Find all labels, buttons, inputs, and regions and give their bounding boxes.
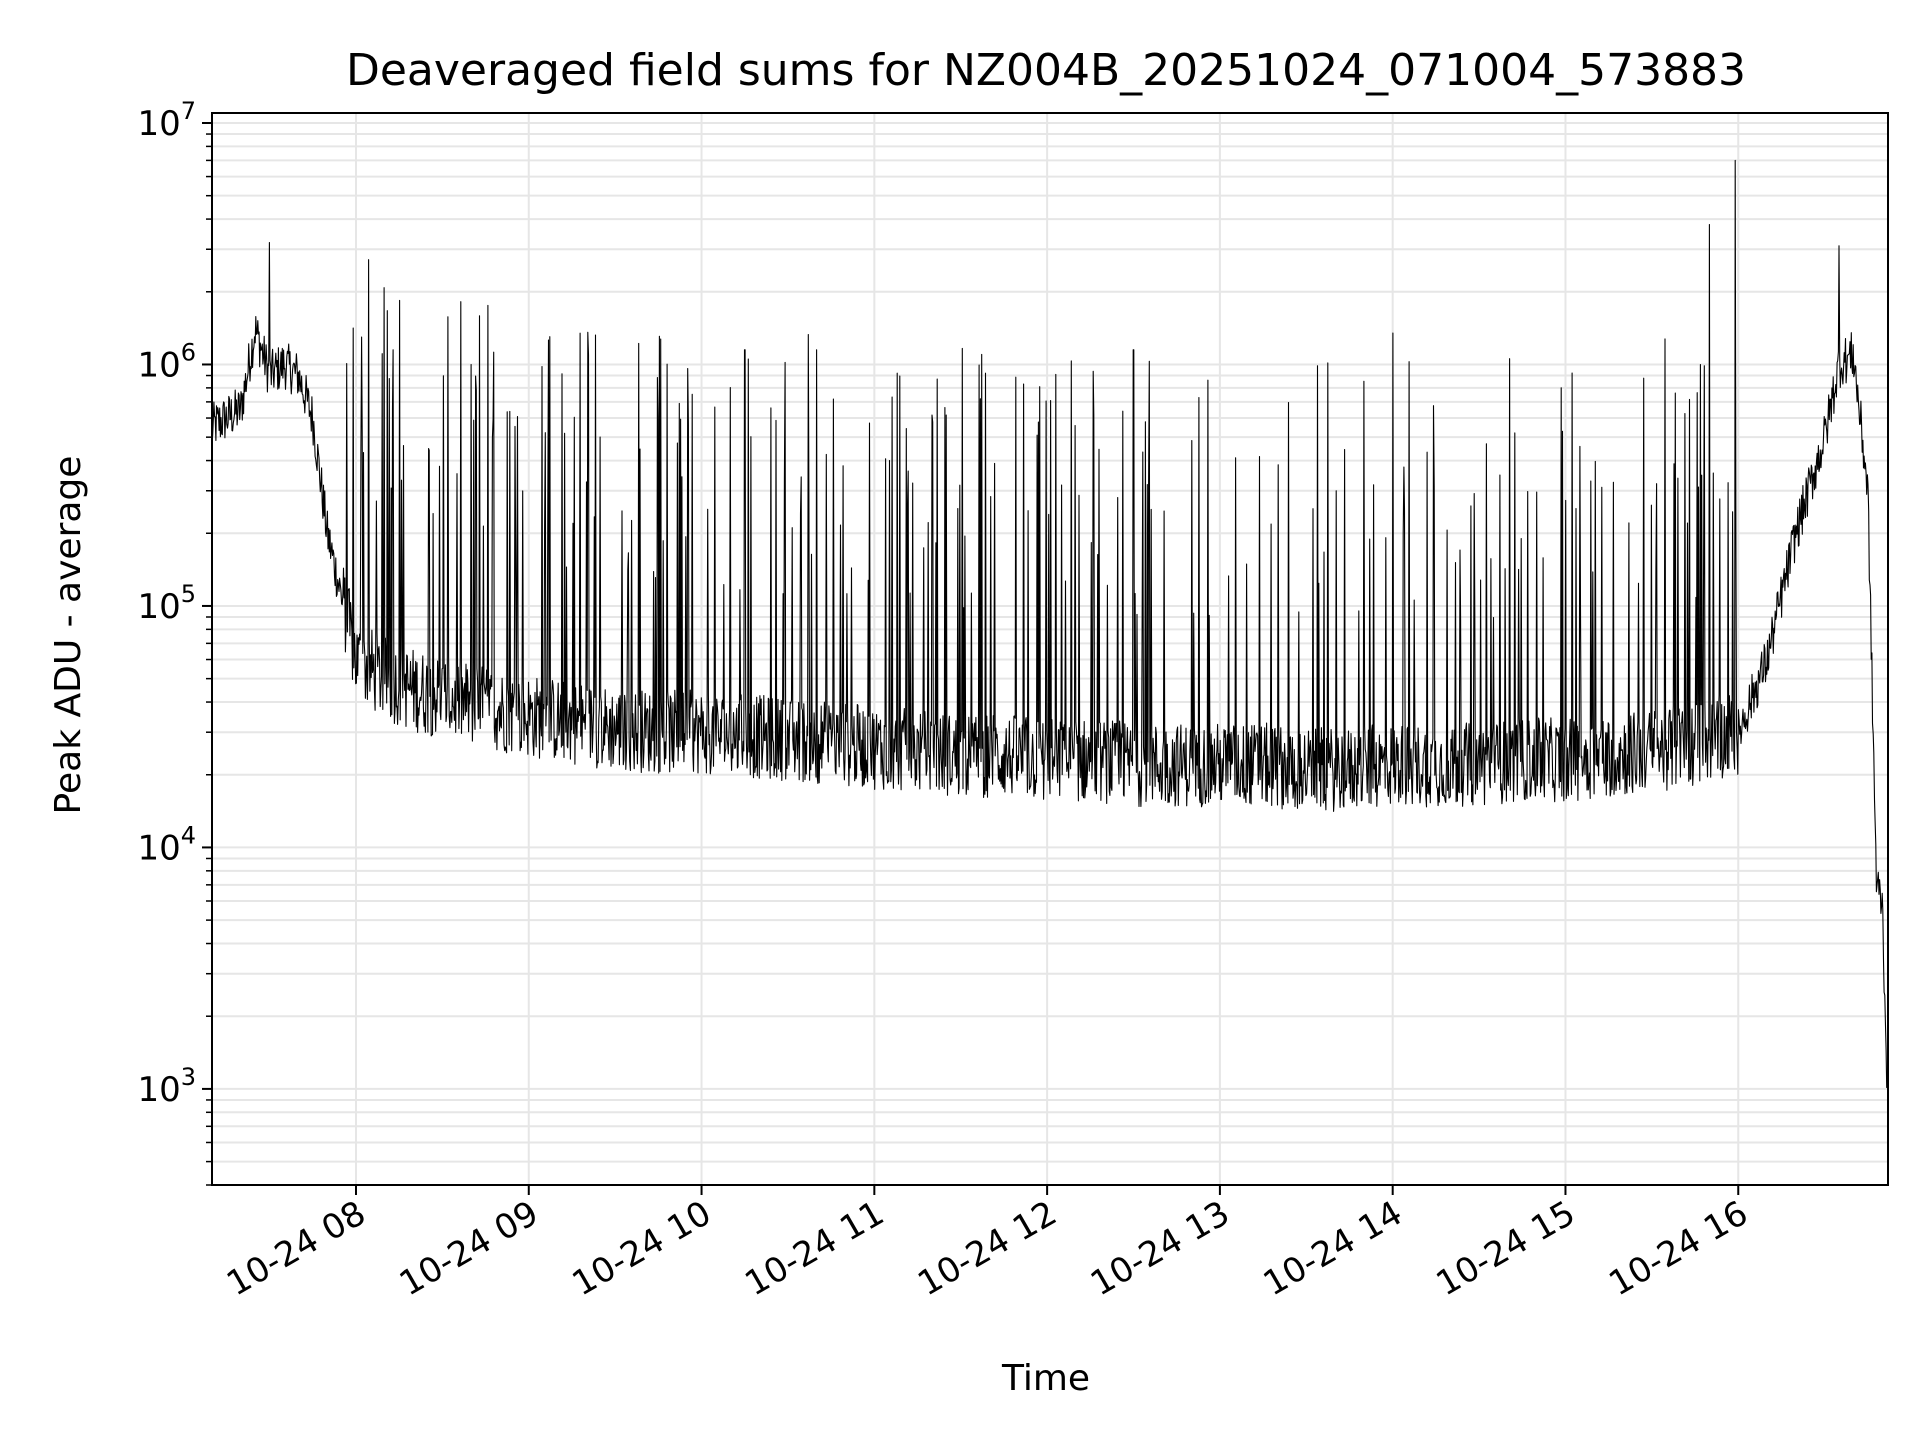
y-tick-label: 106 <box>137 338 196 385</box>
y-tick-label: 103 <box>137 1063 196 1110</box>
series-line <box>211 159 1889 1089</box>
y-tick-label: 104 <box>137 821 196 868</box>
x-axis-label: Time <box>1001 1358 1090 1399</box>
y-tick-label: 107 <box>137 97 196 144</box>
y-tick-label: 105 <box>137 580 196 627</box>
chart-title: Deaveraged field sums for NZ004B_2025102… <box>346 45 1746 96</box>
plot-frame <box>211 112 1889 1186</box>
y-axis-ticks: 103 104 105 106 107 <box>137 97 212 1186</box>
y-axis-label: Peak ADU - average <box>48 456 89 815</box>
